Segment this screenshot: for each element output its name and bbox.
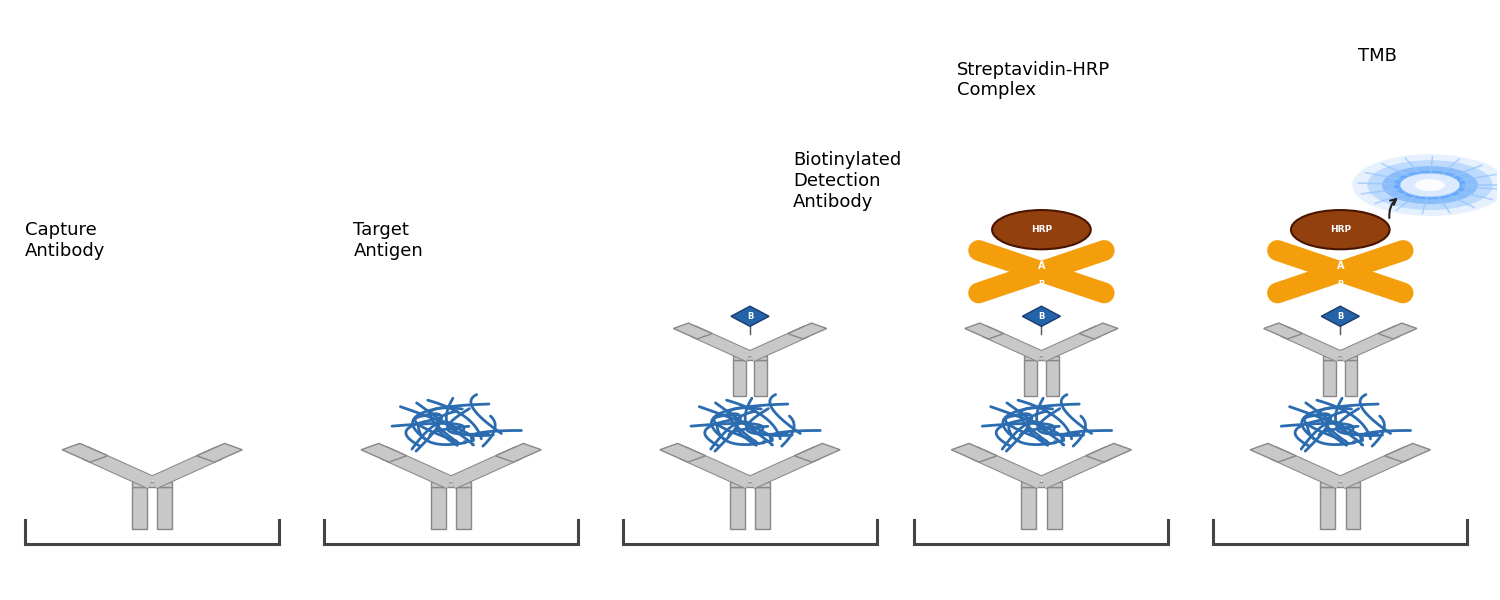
Polygon shape bbox=[1086, 443, 1131, 462]
Circle shape bbox=[1382, 166, 1478, 204]
Bar bbox=[754, 487, 770, 529]
Polygon shape bbox=[795, 443, 840, 462]
Text: B: B bbox=[747, 312, 753, 321]
Circle shape bbox=[1400, 173, 1460, 197]
Bar bbox=[132, 482, 172, 487]
Bar bbox=[430, 482, 471, 487]
Polygon shape bbox=[495, 443, 542, 462]
Polygon shape bbox=[1263, 323, 1302, 339]
Polygon shape bbox=[1078, 323, 1118, 339]
Circle shape bbox=[1292, 210, 1389, 249]
Bar bbox=[730, 482, 770, 487]
Bar bbox=[158, 487, 172, 529]
Polygon shape bbox=[1023, 306, 1060, 326]
Bar bbox=[754, 361, 766, 396]
Bar bbox=[1024, 361, 1036, 396]
Bar bbox=[1024, 356, 1059, 361]
Circle shape bbox=[992, 210, 1090, 249]
Circle shape bbox=[1366, 160, 1492, 210]
Polygon shape bbox=[951, 443, 998, 462]
Text: Biotinylated
Detection
Antibody: Biotinylated Detection Antibody bbox=[794, 151, 901, 211]
Text: TMB: TMB bbox=[1358, 47, 1396, 65]
Text: B: B bbox=[1038, 312, 1044, 321]
Text: B: B bbox=[1336, 312, 1344, 321]
Polygon shape bbox=[62, 443, 108, 462]
Polygon shape bbox=[196, 443, 243, 462]
Bar bbox=[1323, 361, 1336, 396]
Text: A: A bbox=[1038, 261, 1046, 271]
Text: A: A bbox=[1336, 261, 1344, 271]
Text: HRP: HRP bbox=[1030, 225, 1051, 234]
Polygon shape bbox=[660, 443, 705, 462]
Circle shape bbox=[1353, 154, 1500, 216]
Bar bbox=[1320, 482, 1360, 487]
Circle shape bbox=[1394, 171, 1466, 199]
Text: Streptavidin-HRP
Complex: Streptavidin-HRP Complex bbox=[957, 61, 1110, 100]
Bar bbox=[734, 361, 746, 396]
Bar bbox=[1346, 361, 1358, 396]
Bar bbox=[1320, 487, 1335, 529]
Bar bbox=[1047, 487, 1062, 529]
Text: B: B bbox=[1336, 280, 1344, 289]
Polygon shape bbox=[788, 323, 826, 339]
Polygon shape bbox=[1378, 323, 1417, 339]
Polygon shape bbox=[730, 306, 770, 326]
Polygon shape bbox=[1384, 443, 1431, 462]
Circle shape bbox=[1414, 179, 1444, 191]
Bar bbox=[1022, 482, 1062, 487]
Bar bbox=[730, 487, 746, 529]
Bar bbox=[430, 487, 445, 529]
Polygon shape bbox=[1322, 306, 1359, 326]
Text: Target
Antigen: Target Antigen bbox=[354, 221, 423, 260]
Bar bbox=[734, 356, 766, 361]
Text: B: B bbox=[1038, 280, 1044, 289]
Bar bbox=[132, 487, 147, 529]
Bar bbox=[1046, 361, 1059, 396]
Text: HRP: HRP bbox=[1329, 225, 1352, 234]
Polygon shape bbox=[1250, 443, 1296, 462]
Bar bbox=[1323, 356, 1358, 361]
Polygon shape bbox=[362, 443, 407, 462]
Polygon shape bbox=[674, 323, 712, 339]
Bar bbox=[1346, 487, 1360, 529]
Bar bbox=[456, 487, 471, 529]
Bar bbox=[1022, 487, 1036, 529]
Polygon shape bbox=[964, 323, 1004, 339]
Text: Capture
Antibody: Capture Antibody bbox=[26, 221, 105, 260]
